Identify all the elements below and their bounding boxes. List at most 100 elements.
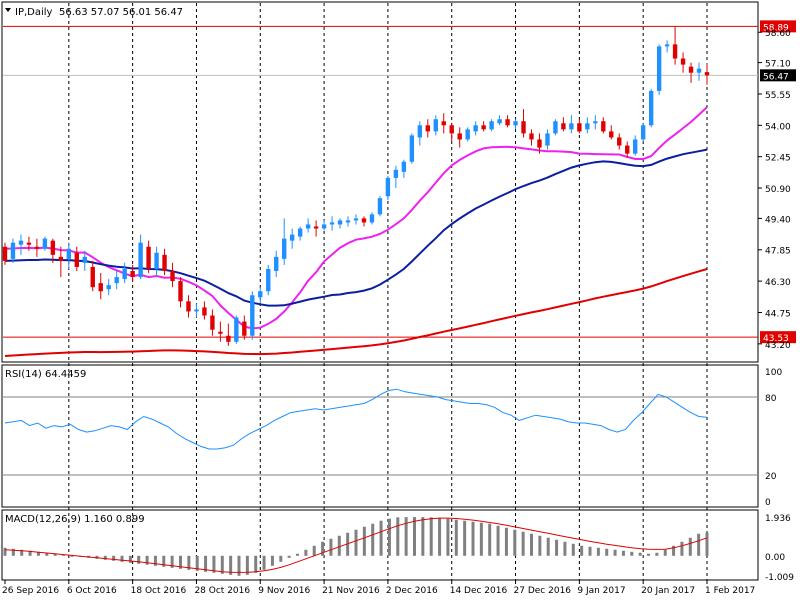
macd-histogram-bar (521, 531, 525, 556)
rsi-panel-frame (1, 364, 759, 508)
macd-histogram-bar (362, 526, 366, 556)
macd-histogram-bar (672, 545, 676, 556)
candle-bull (154, 252, 159, 269)
macd-histogram-bar (479, 522, 483, 556)
price-tick-label: 55.55 (765, 91, 791, 101)
candle-bull (18, 240, 24, 245)
chevron-down-icon[interactable] (5, 8, 11, 12)
candle-bull (282, 238, 287, 259)
candle-bull (664, 44, 670, 47)
candle-bull (114, 277, 119, 284)
price-axis: 58.60 57.10 55.55 54.00 52.45 50.90 49.40 47.85… (758, 29, 791, 351)
candle-bear (481, 125, 486, 130)
candle-bear (457, 133, 462, 140)
candle-bear (680, 58, 686, 65)
price-tick-label: 50.90 (765, 185, 791, 195)
candle-bear (58, 256, 64, 261)
candle-bull (266, 268, 271, 292)
time-tick-label: 2 Dec 2016 (386, 586, 438, 596)
macd-histogram-bar (571, 543, 575, 556)
candle-bear (90, 266, 95, 288)
macd-histogram-bar (195, 555, 199, 571)
macd-histogram-bar (647, 553, 650, 556)
current-price-label: 56.47 (763, 72, 789, 82)
candle-bull (345, 220, 351, 223)
candle-bull (337, 220, 343, 225)
time-tick-label: 21 Nov 2016 (322, 586, 380, 596)
macd-histogram-bar (438, 517, 442, 556)
macd-histogram-bar (187, 555, 191, 570)
candle-bull (401, 161, 407, 172)
price-tick-label: 49.40 (765, 215, 791, 225)
candle-bear (34, 246, 40, 249)
macd-histogram-bar (613, 549, 617, 556)
candle-bull (377, 198, 383, 215)
macd-histogram-bar (20, 549, 24, 556)
candle-bull (569, 123, 574, 130)
macd-histogram-bar (145, 555, 149, 565)
candle-bull (10, 242, 16, 259)
macd-histogram-bar (446, 518, 450, 556)
macd-histogram-bar (697, 533, 701, 556)
macd-histogram-bar (354, 529, 358, 556)
macd-histogram-bar (137, 555, 141, 564)
candle-bear (425, 125, 430, 132)
candle-bear (98, 283, 103, 292)
candle-bull (329, 222, 335, 225)
candle-bear (2, 246, 8, 261)
macd-histogram-bar (254, 555, 258, 573)
macd-histogram-bar (162, 555, 166, 567)
macd-histogram-bar (296, 553, 299, 556)
macd-histogram-bar (688, 537, 692, 556)
candle-bear (202, 307, 207, 316)
symbol-label: IP,Daily (15, 7, 53, 18)
price-level-label: 43.53 (763, 334, 789, 344)
candle-bear (226, 335, 231, 342)
candle-bull (353, 218, 359, 221)
macd-histogram-bar (638, 552, 642, 556)
macd-histogram-bar (663, 549, 667, 556)
candle-bear (361, 218, 367, 223)
candle-bear (704, 72, 710, 76)
macd-histogram-bar (454, 519, 458, 556)
candle-bear (672, 44, 678, 59)
macd-histogram-bar (488, 523, 492, 556)
candlesticks (2, 26, 710, 346)
candle-bear (74, 252, 79, 267)
rsi-tick-label: 0 (765, 498, 771, 508)
macd-histogram-bar (153, 555, 157, 566)
time-tick-label: 26 Sep 2016 (2, 586, 59, 596)
candle-bull (409, 135, 415, 162)
price-tick-label: 47.85 (765, 247, 791, 257)
macd-histogram-bar (220, 555, 224, 574)
candle-bull (321, 224, 327, 229)
candle-bull (122, 268, 127, 280)
macd-histogram-bar (321, 541, 325, 556)
candle-bull (82, 256, 87, 263)
macd-histogram-bar (62, 554, 65, 556)
current-price-tag (760, 69, 796, 82)
candle-bear (505, 119, 510, 126)
candle-bull (593, 121, 598, 124)
candle-bear (218, 331, 223, 334)
rsi-label: RSI(14) 64.4459 (5, 369, 86, 380)
candle-bull (417, 125, 423, 138)
candle-bull (393, 169, 399, 178)
macd-histogram-bar (28, 550, 32, 556)
macd-histogram-bar (270, 555, 274, 566)
candle-bull (258, 291, 263, 298)
macd-histogram-bar (429, 517, 433, 556)
candle-bear (162, 254, 167, 271)
macd-histogram-bar (387, 518, 391, 556)
candle-bull (497, 119, 502, 124)
candle-bear (210, 315, 215, 330)
macd-histogram-bar (212, 555, 216, 573)
price-tick-label: 46.30 (765, 278, 791, 288)
time-tick-label: 27 Dec 2016 (514, 586, 572, 596)
candle-bear (130, 270, 135, 278)
rsi-tick-label: 80 (765, 394, 777, 404)
macd-label: MACD(12,26,9) 1.160 0.899 (5, 514, 145, 525)
time-tick-label: 14 Dec 2016 (450, 586, 508, 596)
